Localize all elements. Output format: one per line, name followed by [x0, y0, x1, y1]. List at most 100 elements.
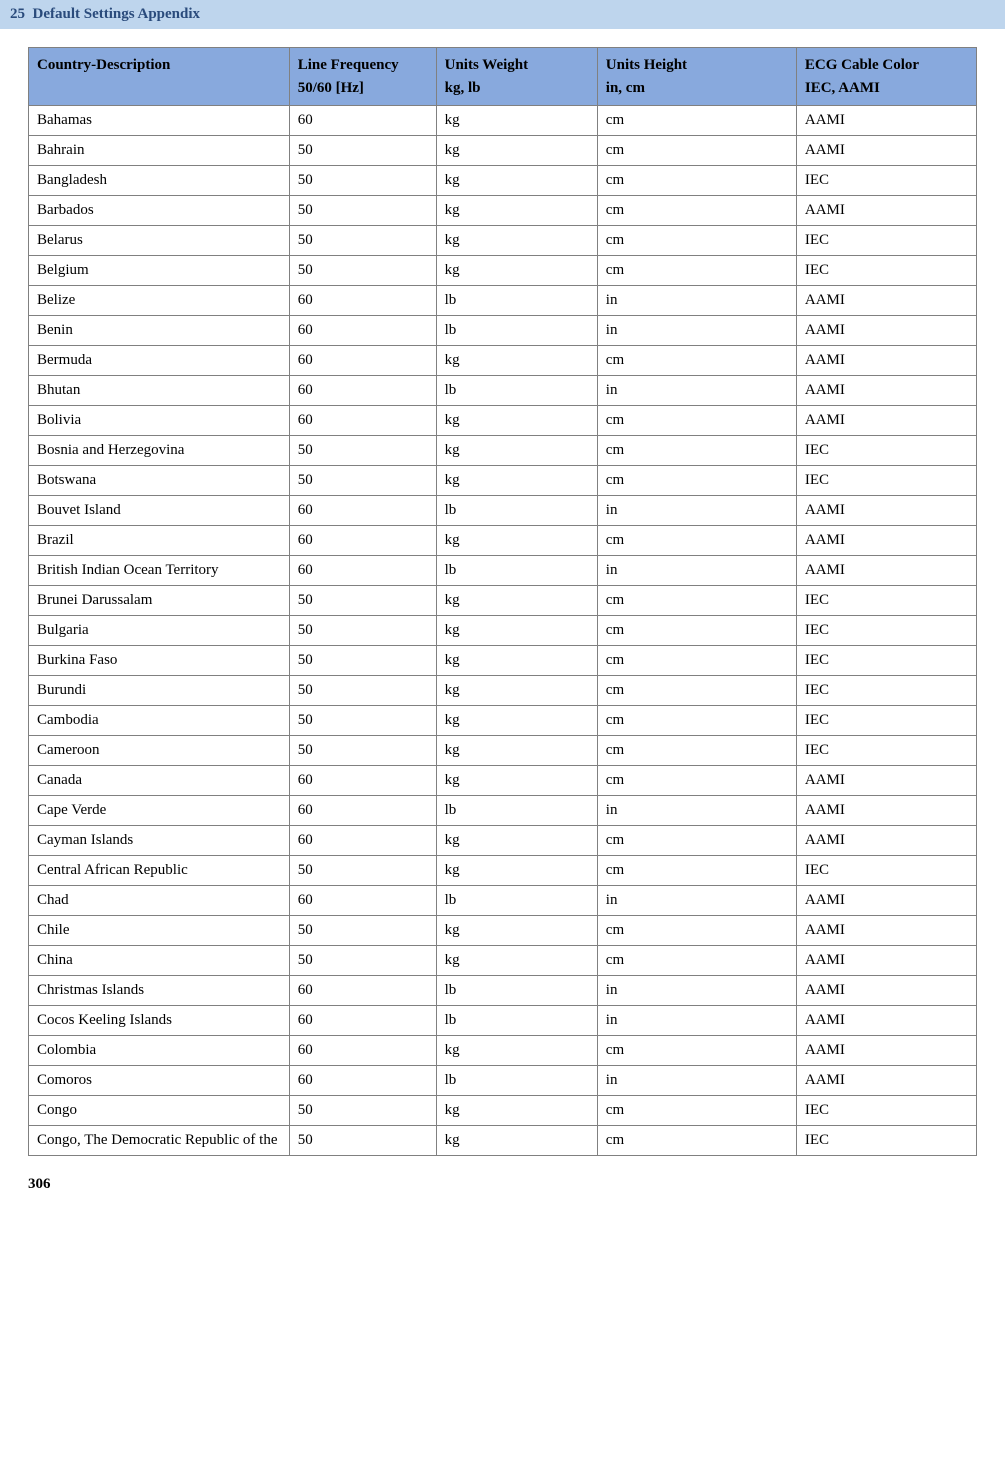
table-row: Belarus50kgcmIEC [29, 226, 977, 256]
column-header: Line Frequency50/60 [Hz] [289, 48, 436, 106]
table-cell: 60 [289, 1006, 436, 1036]
table-cell: AAMI [796, 406, 976, 436]
table-cell: IEC [796, 1126, 976, 1156]
table-cell: IEC [796, 616, 976, 646]
table-cell: lb [436, 316, 597, 346]
table-cell: cm [597, 646, 796, 676]
table-row: Bouvet Island60lbinAAMI [29, 496, 977, 526]
table-cell: 60 [289, 556, 436, 586]
table-cell: cm [597, 1096, 796, 1126]
table-cell: kg [436, 406, 597, 436]
table-cell: Canada [29, 766, 290, 796]
table-cell: 60 [289, 406, 436, 436]
table-cell: 60 [289, 346, 436, 376]
table-cell: cm [597, 166, 796, 196]
table-cell: Central African Republic [29, 856, 290, 886]
table-cell: IEC [796, 676, 976, 706]
table-cell: IEC [796, 646, 976, 676]
table-cell: Belize [29, 286, 290, 316]
table-cell: AAMI [796, 886, 976, 916]
table-cell: AAMI [796, 376, 976, 406]
table-row: Bulgaria50kgcmIEC [29, 616, 977, 646]
table-cell: lb [436, 976, 597, 1006]
table-cell: 60 [289, 316, 436, 346]
table-cell: 50 [289, 946, 436, 976]
table-cell: in [597, 976, 796, 1006]
chapter-header: 25 Default Settings Appendix [0, 0, 1005, 29]
table-cell: Burkina Faso [29, 646, 290, 676]
table-cell: cm [597, 136, 796, 166]
table-cell: Bolivia [29, 406, 290, 436]
table-cell: cm [597, 586, 796, 616]
table-cell: kg [436, 526, 597, 556]
table-row: China50kgcmAAMI [29, 946, 977, 976]
table-cell: kg [436, 256, 597, 286]
table-cell: cm [597, 436, 796, 466]
table-cell: cm [597, 226, 796, 256]
table-cell: Belarus [29, 226, 290, 256]
table-row: Brazil60kgcmAAMI [29, 526, 977, 556]
table-row: Botswana50kgcmIEC [29, 466, 977, 496]
table-row: Cambodia50kgcmIEC [29, 706, 977, 736]
table-cell: Bhutan [29, 376, 290, 406]
table-cell: Christmas Islands [29, 976, 290, 1006]
table-cell: cm [597, 346, 796, 376]
table-row: Bosnia and Herzegovina50kgcmIEC [29, 436, 977, 466]
table-cell: kg [436, 736, 597, 766]
table-cell: 60 [289, 826, 436, 856]
table-row: Benin60lbinAAMI [29, 316, 977, 346]
column-header-line1: Units Weight [445, 54, 589, 77]
table-cell: cm [597, 406, 796, 436]
table-cell: cm [597, 256, 796, 286]
table-cell: cm [597, 766, 796, 796]
table-cell: IEC [796, 856, 976, 886]
table-cell: AAMI [796, 106, 976, 136]
column-header: ECG Cable ColorIEC, AAMI [796, 48, 976, 106]
table-cell: IEC [796, 166, 976, 196]
table-cell: IEC [796, 706, 976, 736]
table-row: Christmas Islands60lbinAAMI [29, 976, 977, 1006]
table-cell: 60 [289, 526, 436, 556]
table-cell: 50 [289, 136, 436, 166]
table-row: British Indian Ocean Territory60lbinAAMI [29, 556, 977, 586]
table-cell: kg [436, 466, 597, 496]
table-cell: kg [436, 826, 597, 856]
table-cell: 60 [289, 1066, 436, 1096]
chapter-title: Default Settings Appendix [33, 6, 201, 22]
table-cell: kg [436, 436, 597, 466]
table-cell: kg [436, 766, 597, 796]
table-cell: cm [597, 856, 796, 886]
table-cell: kg [436, 916, 597, 946]
table-cell: AAMI [796, 1066, 976, 1096]
table-cell: 50 [289, 616, 436, 646]
table-cell: AAMI [796, 196, 976, 226]
table-cell: kg [436, 586, 597, 616]
table-cell: cm [597, 196, 796, 226]
table-head: Country-DescriptionLine Frequency50/60 [… [29, 48, 977, 106]
table-cell: kg [436, 1096, 597, 1126]
table-row: Cayman Islands60kgcmAAMI [29, 826, 977, 856]
table-cell: cm [597, 106, 796, 136]
table-cell: 50 [289, 196, 436, 226]
table-cell: AAMI [796, 286, 976, 316]
column-header-line2: 50/60 [Hz] [298, 77, 428, 100]
column-header-line2: IEC, AAMI [805, 77, 968, 100]
table-cell: cm [597, 706, 796, 736]
table-cell: cm [597, 1126, 796, 1156]
table-cell: in [597, 316, 796, 346]
table-cell: IEC [796, 1096, 976, 1126]
table-cell: 50 [289, 646, 436, 676]
table-cell: AAMI [796, 316, 976, 346]
table-cell: 50 [289, 256, 436, 286]
table-cell: lb [436, 1006, 597, 1036]
table-cell: 50 [289, 706, 436, 736]
table-cell: cm [597, 526, 796, 556]
table-cell: 50 [289, 226, 436, 256]
table-row: Congo, The Democratic Republic of the50k… [29, 1126, 977, 1156]
table-cell: 50 [289, 916, 436, 946]
table-cell: in [597, 1006, 796, 1036]
table-cell: Bermuda [29, 346, 290, 376]
table-cell: IEC [796, 586, 976, 616]
table-cell: Bahamas [29, 106, 290, 136]
table-cell: kg [436, 166, 597, 196]
